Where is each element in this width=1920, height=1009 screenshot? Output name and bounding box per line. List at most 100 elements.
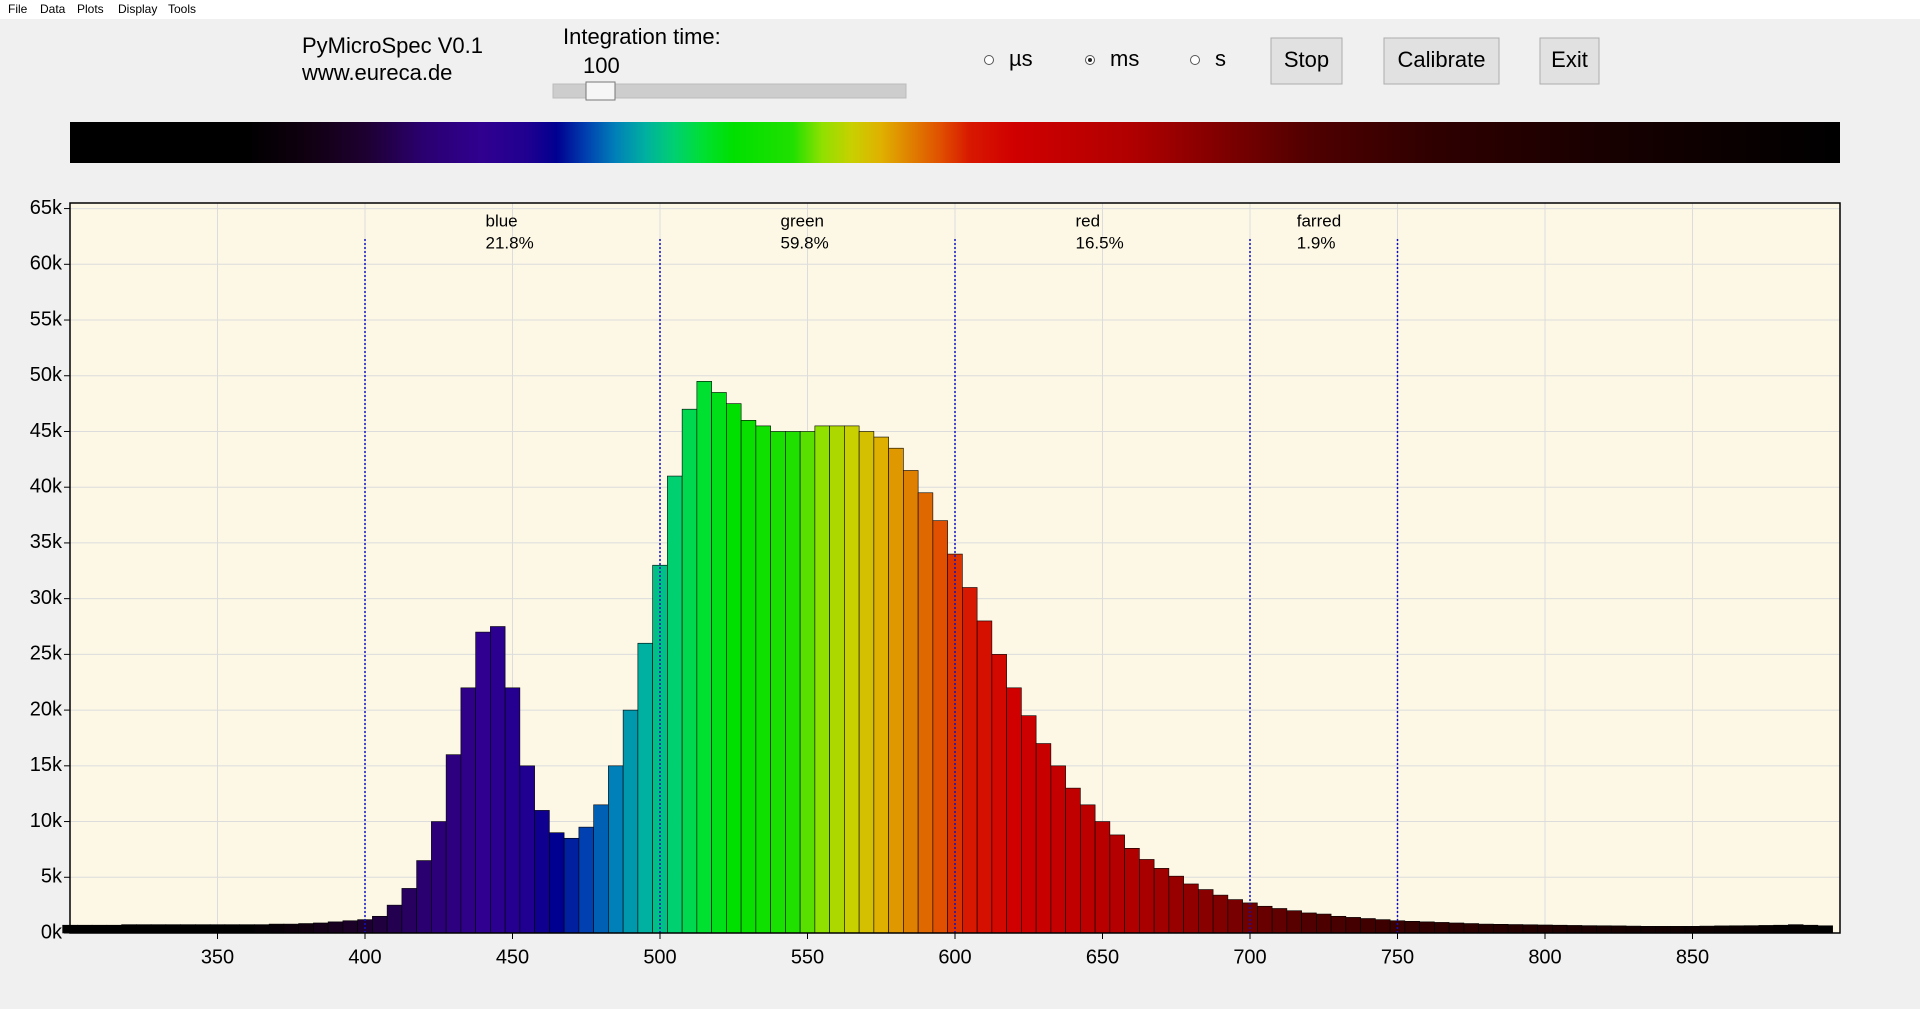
bar — [991, 654, 1007, 934]
bar — [1434, 922, 1450, 934]
bar — [785, 431, 801, 934]
bar — [1375, 919, 1391, 934]
menu-item[interactable]: File — [8, 2, 28, 16]
button-face[interactable] — [1270, 37, 1343, 85]
bar — [180, 924, 196, 934]
bar — [1345, 917, 1361, 934]
bar — [829, 425, 845, 934]
radio-circle[interactable] — [984, 55, 994, 65]
y-tick-label: 0k — [41, 921, 63, 943]
bar — [372, 915, 388, 934]
bar — [445, 754, 462, 934]
bar — [1065, 787, 1081, 934]
bar — [121, 924, 137, 934]
region-share: 1.9% — [1297, 233, 1336, 252]
button[interactable]: Calibrate — [1383, 37, 1500, 85]
x-tick-label: 500 — [643, 946, 676, 968]
bar — [416, 860, 432, 934]
menu-item[interactable]: Display — [118, 2, 157, 16]
button-label[interactable]: Exit — [1551, 47, 1588, 72]
bar — [1478, 923, 1494, 934]
button[interactable]: Exit — [1539, 37, 1600, 85]
bar — [770, 431, 786, 934]
bar — [1198, 889, 1214, 934]
x-tick-label: 450 — [496, 946, 529, 968]
integration-label: Integration time: — [563, 24, 721, 49]
bar — [873, 436, 889, 934]
bar — [696, 381, 712, 934]
bar — [917, 492, 934, 934]
unit-radio[interactable]: s — [1190, 46, 1227, 71]
bar — [903, 470, 919, 934]
bar — [1773, 924, 1789, 934]
unit-radio[interactable]: ms — [1085, 46, 1140, 71]
bar — [932, 520, 948, 934]
bar — [667, 475, 683, 934]
region-name: red — [1076, 211, 1101, 230]
bar — [1817, 925, 1833, 934]
bar — [1581, 925, 1597, 934]
button[interactable]: Stop — [1270, 37, 1343, 85]
button-face[interactable] — [1383, 37, 1500, 85]
bar — [1094, 821, 1111, 934]
bar — [1227, 899, 1243, 934]
y-tick-label: 5k — [41, 866, 63, 888]
bar — [224, 924, 240, 934]
menu-item[interactable]: Data — [40, 2, 66, 16]
bar — [1463, 923, 1479, 934]
y-tick-label: 15k — [30, 754, 63, 776]
y-tick-label: 65k — [30, 197, 63, 219]
bar — [1493, 924, 1509, 934]
bar — [283, 923, 299, 934]
y-tick-label: 20k — [30, 698, 63, 720]
button-face[interactable] — [1539, 37, 1600, 85]
bar — [681, 408, 698, 934]
bar — [1552, 924, 1568, 934]
bar — [740, 420, 757, 934]
y-tick-label: 25k — [30, 643, 63, 665]
bar — [268, 923, 285, 934]
bar — [1802, 924, 1819, 934]
bar — [1699, 925, 1715, 934]
radio-circle[interactable] — [1190, 55, 1200, 65]
bar — [1124, 847, 1140, 934]
y-tick-label: 50k — [30, 364, 63, 386]
bar — [711, 392, 727, 934]
bar — [1153, 868, 1170, 934]
bar — [888, 447, 904, 934]
menu-item[interactable]: Plots — [77, 2, 104, 16]
bar — [313, 922, 329, 934]
button-label[interactable]: Calibrate — [1397, 47, 1485, 72]
x-tick-label: 850 — [1676, 946, 1709, 968]
x-tick-label: 700 — [1233, 946, 1266, 968]
bar — [1271, 908, 1288, 934]
bar — [1006, 687, 1022, 934]
slider-track[interactable] — [552, 83, 907, 99]
bar — [1080, 804, 1096, 934]
x-tick-label: 550 — [791, 946, 824, 968]
bar — [1611, 925, 1627, 934]
unit-radio[interactable]: µs — [984, 46, 1033, 71]
radio-label[interactable]: s — [1215, 46, 1226, 71]
bar — [1714, 925, 1730, 934]
radio-dot — [1088, 58, 1092, 62]
integration-value: 100 — [583, 53, 620, 78]
y-tick-label: 40k — [30, 475, 63, 497]
region-share: 16.5% — [1076, 233, 1124, 252]
radio-label[interactable]: ms — [1110, 46, 1139, 71]
menu-item[interactable]: Tools — [168, 2, 196, 16]
radio-label[interactable]: µs — [1009, 46, 1033, 71]
app-url: www.eureca.de — [301, 60, 452, 85]
button-label[interactable]: Stop — [1284, 47, 1329, 72]
x-tick-label: 600 — [938, 946, 971, 968]
bar — [431, 821, 447, 934]
bar — [386, 904, 403, 934]
bar — [608, 765, 624, 934]
bar — [1183, 883, 1199, 934]
bar — [504, 687, 521, 934]
bar — [1507, 924, 1524, 934]
bar — [1640, 926, 1656, 934]
slider-thumb[interactable] — [585, 81, 616, 101]
bar — [1729, 925, 1745, 934]
app-title: PyMicroSpec V0.1 — [302, 33, 483, 58]
